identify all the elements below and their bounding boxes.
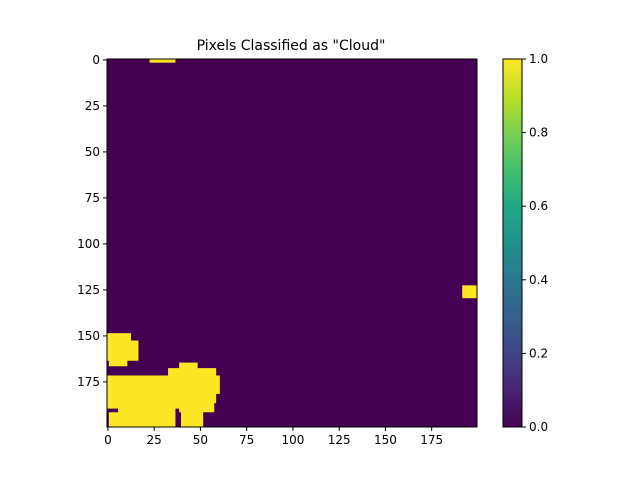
cloud-region: [107, 340, 139, 361]
cloud-region: [149, 59, 176, 63]
y-tick-label: 125: [77, 283, 100, 297]
heatmap-area: [106, 58, 478, 428]
colorbar-tick-label: 0.6: [529, 199, 548, 213]
colorbar: 0.0 0.2 0.4 0.6 0.8 1.0: [502, 52, 548, 434]
cloud-layer: [107, 59, 477, 427]
x-axis: 0 25 50 75 100 125 150 175: [104, 427, 443, 447]
x-tick-label: 50: [193, 433, 208, 447]
cloud-region: [108, 358, 128, 367]
x-tick-label: 175: [420, 433, 443, 447]
x-tick-label: 100: [281, 433, 304, 447]
y-tick-label: 0: [92, 53, 100, 67]
colorbar-tick-label: 1.0: [529, 52, 548, 66]
heatmap-background: [107, 59, 477, 427]
y-tick-label: 75: [85, 191, 100, 205]
cloud-region: [107, 375, 120, 409]
cloud-region: [179, 362, 198, 409]
y-tick-label: 50: [85, 145, 100, 159]
x-tick-label: 25: [147, 433, 162, 447]
cloud-region: [195, 368, 217, 404]
cloud-region: [118, 375, 143, 396]
colorbar-ticks: 0.0 0.2 0.4 0.6 0.8 1.0: [522, 52, 548, 434]
cloud-region: [118, 393, 143, 427]
cloud-region: [181, 410, 204, 427]
x-tick-label: 125: [328, 433, 351, 447]
cloud-region: [168, 368, 181, 409]
colorbar-gradient: [502, 58, 523, 428]
cloud-region: [108, 412, 120, 427]
y-tick-label: 100: [77, 237, 100, 251]
cloud-region: [462, 285, 477, 299]
cloud-region: [107, 333, 132, 343]
colorbar-tick-label: 0.0: [529, 420, 548, 434]
colorbar-tick-label: 0.4: [529, 273, 548, 287]
x-tick-label: 150: [374, 433, 397, 447]
y-tick-label: 25: [85, 99, 100, 113]
colorbar-tick-label: 0.8: [529, 126, 548, 140]
plot-frame: [106, 58, 478, 428]
y-axis: 0 25 50 75 100 125 150 175: [77, 53, 107, 389]
y-tick-label: 175: [77, 375, 100, 389]
cloud-region: [214, 375, 220, 394]
chart-title: Pixels Classified as "Cloud": [197, 38, 386, 54]
x-tick-label: 75: [239, 433, 254, 447]
cloud-region: [179, 401, 215, 413]
x-tick-label: 0: [104, 433, 112, 447]
y-tick-label: 150: [77, 329, 100, 343]
colorbar-tick-label: 0.2: [529, 346, 548, 360]
